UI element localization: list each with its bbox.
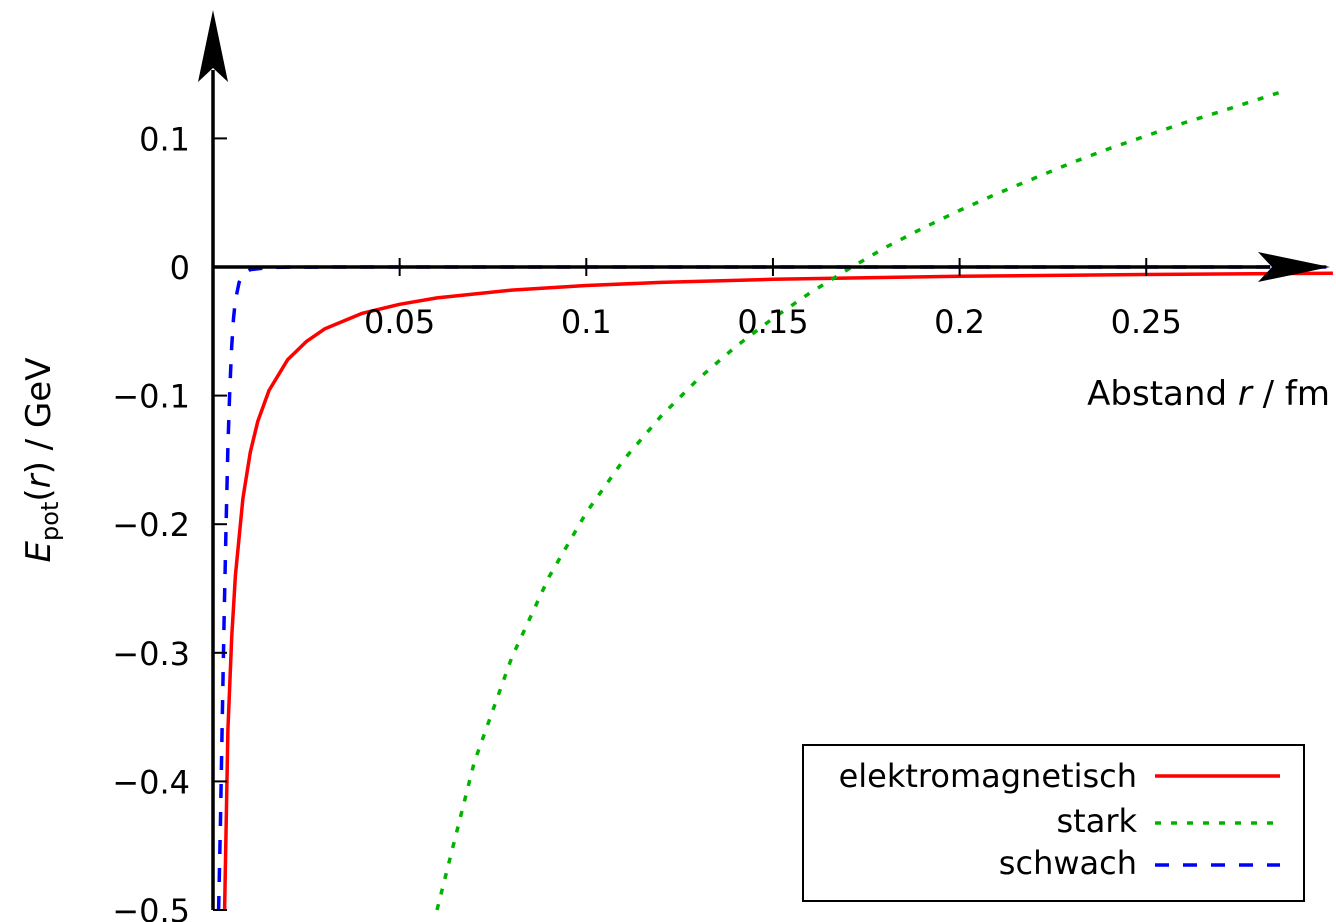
x-tick-label: 0.05 bbox=[364, 303, 435, 341]
y-tick-label: −0.1 bbox=[112, 378, 190, 416]
legend-label-stark: stark bbox=[1056, 802, 1137, 840]
legend-label-schwach: schwach bbox=[999, 844, 1137, 882]
x-tick-label: 0.25 bbox=[1111, 303, 1182, 341]
x-axis: 0.05 0.1 0.15 0.2 0.25 Abstand r / fm bbox=[213, 252, 1330, 414]
y-tick-label: −0.2 bbox=[112, 506, 190, 544]
y-tick-label: −0.5 bbox=[112, 892, 190, 922]
y-axis-label: Epot(r) / GeV bbox=[19, 358, 64, 563]
series-line-elektromagnetisch bbox=[222, 271, 1333, 911]
legend-label-elektromagnetisch: elektromagnetisch bbox=[839, 757, 1137, 795]
y-tick-label: −0.4 bbox=[112, 763, 190, 801]
series-line-stark bbox=[435, 90, 1282, 911]
y-tick-label: 0.1 bbox=[139, 120, 190, 158]
y-axis-arrowhead bbox=[198, 10, 228, 82]
y-ticks: 0.1 0 −0.1 −0.2 −0.3 −0.4 −0.5 bbox=[112, 120, 227, 922]
y-tick-label: 0 bbox=[170, 249, 190, 287]
x-tick-label: 0.15 bbox=[737, 303, 808, 341]
x-ticks: 0.05 0.1 0.15 0.2 0.25 bbox=[364, 258, 1182, 341]
y-axis: 0.1 0 −0.1 −0.2 −0.3 −0.4 −0.5 Epot(r) / GeV bbox=[19, 10, 228, 922]
y-tick-label: −0.3 bbox=[112, 635, 190, 673]
legend: elektromagnetisch stark schwach bbox=[802, 744, 1305, 902]
x-axis-label: Abstand r / fm bbox=[1087, 374, 1330, 414]
x-tick-label: 0.2 bbox=[934, 303, 985, 341]
x-tick-label: 0.1 bbox=[561, 303, 612, 341]
x-axis-arrowhead bbox=[1258, 252, 1330, 282]
